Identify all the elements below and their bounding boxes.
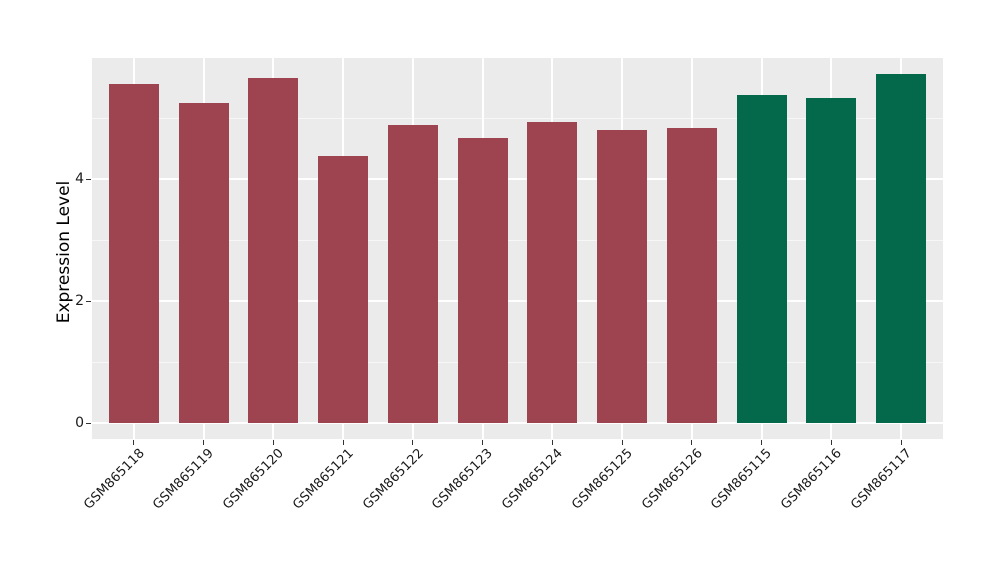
x-tick-mark bbox=[621, 440, 623, 445]
x-tick-label: GSM865122 bbox=[359, 446, 427, 513]
x-tick-mark bbox=[272, 440, 274, 445]
x-tick-mark bbox=[482, 440, 484, 445]
y-tick-mark bbox=[86, 178, 91, 180]
bar-GSM865115 bbox=[736, 94, 787, 423]
x-tick-label: GSM865117 bbox=[848, 446, 915, 513]
gridline-y-major bbox=[92, 300, 943, 302]
gridline-y-minor bbox=[92, 361, 943, 363]
y-tick-label: 4 bbox=[75, 171, 84, 187]
gridline-y-major bbox=[92, 422, 943, 424]
x-tick-mark bbox=[203, 440, 205, 445]
x-tick-mark bbox=[900, 440, 902, 445]
bar-GSM865125 bbox=[597, 129, 648, 423]
bar-GSM865124 bbox=[527, 121, 578, 423]
x-tick-mark bbox=[691, 440, 693, 445]
bar-GSM865120 bbox=[248, 77, 299, 423]
y-tick-label: 0 bbox=[75, 415, 84, 431]
gridline-y-minor bbox=[92, 117, 943, 119]
y-tick-label: 2 bbox=[75, 293, 84, 309]
plot-panel bbox=[92, 56, 943, 439]
gridline-y-major bbox=[92, 178, 943, 180]
x-tick-mark bbox=[761, 440, 763, 445]
x-tick-label: GSM865126 bbox=[638, 446, 706, 513]
bar-GSM865121 bbox=[318, 155, 369, 423]
x-tick-label: GSM865119 bbox=[150, 446, 218, 513]
bar-GSM865119 bbox=[178, 103, 229, 423]
bar-GSM865118 bbox=[108, 83, 159, 423]
x-tick-label: GSM865124 bbox=[499, 446, 566, 513]
x-tick-mark bbox=[133, 440, 135, 445]
bar-GSM865123 bbox=[457, 138, 508, 423]
bar-GSM865126 bbox=[666, 127, 717, 423]
gridline-y-minor bbox=[92, 239, 943, 241]
x-tick-mark bbox=[551, 440, 553, 445]
bar-GSM865116 bbox=[806, 98, 857, 423]
x-tick-label: GSM865121 bbox=[290, 446, 357, 513]
bar-GSM865117 bbox=[876, 74, 927, 423]
x-tick-label: GSM865120 bbox=[220, 446, 287, 513]
x-tick-mark bbox=[830, 440, 832, 445]
y-tick-mark bbox=[86, 422, 91, 424]
x-tick-label: GSM865115 bbox=[708, 446, 776, 513]
x-tick-label: GSM865118 bbox=[80, 446, 148, 513]
y-tick-mark bbox=[86, 300, 91, 302]
x-tick-mark bbox=[412, 440, 414, 445]
gridline-y-major bbox=[92, 56, 943, 58]
x-tick-label: GSM865125 bbox=[569, 446, 636, 513]
x-tick-label: GSM865123 bbox=[429, 446, 497, 513]
bar-GSM865122 bbox=[387, 124, 438, 423]
x-tick-label: GSM865116 bbox=[778, 446, 845, 513]
x-tick-mark bbox=[342, 440, 344, 445]
